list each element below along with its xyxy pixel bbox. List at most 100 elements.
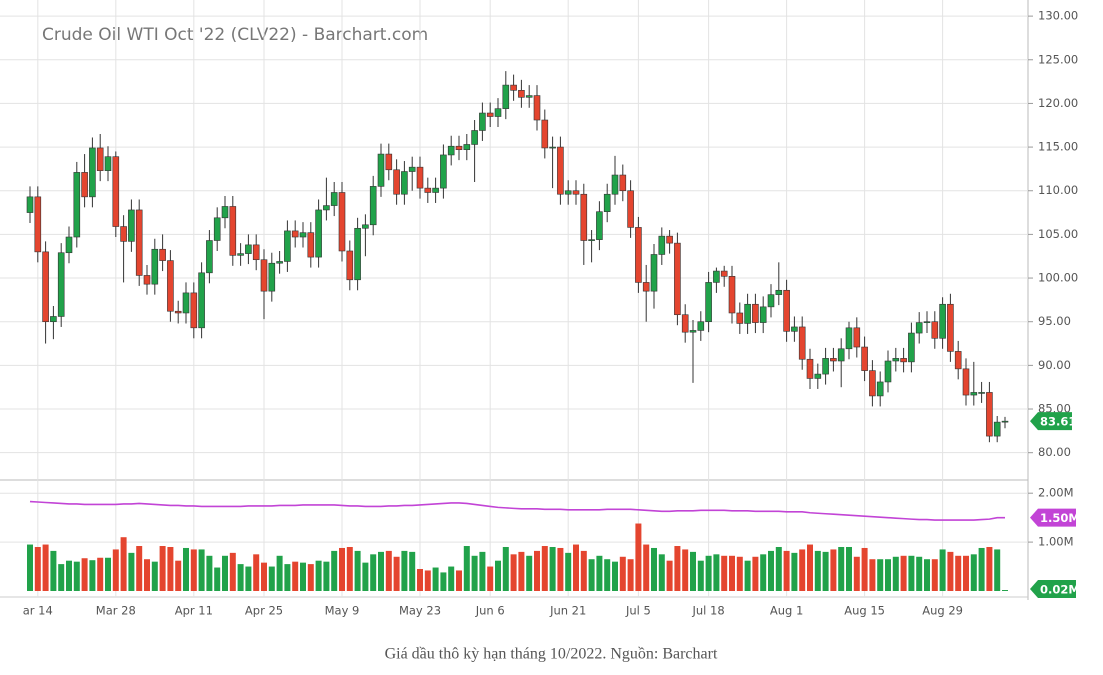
volume-bar [495,560,501,591]
candle-body [627,190,634,228]
volume-bar [612,561,618,591]
candle-body [596,211,603,240]
volume-bar [573,544,579,591]
ma-last-label: 1.50M [1040,511,1080,525]
candle-body [198,272,205,329]
candle-body [557,146,564,195]
volume-bar [729,555,735,591]
candle-body [775,289,783,295]
volume-bar [463,546,470,591]
volume-bar [198,549,205,591]
volume-bar [830,549,837,591]
candle-body [89,147,96,198]
candle-body [432,187,439,193]
x-tick-label: May 9 [325,604,360,618]
candle-body [767,294,775,308]
candle-body [96,147,104,171]
volume-last-label: 0.02M [1040,583,1080,597]
candle-body [393,169,400,195]
volume-bar [627,559,634,591]
candle-body [268,262,276,292]
candle-body [346,250,354,281]
x-tick-label: Mar 28 [96,604,136,618]
candle-body [369,186,377,226]
volume-bar [814,550,821,591]
volume-bar [791,552,798,591]
volume-bar [799,549,806,591]
volume-bar [307,564,314,591]
candle-body [182,292,190,314]
volume-bar [378,551,384,591]
volume-bar [580,550,587,591]
x-tick-label: Aug 29 [922,604,963,618]
volume-bar [658,554,665,591]
volume-bar [931,559,938,591]
volume-bar [760,554,767,591]
y-tick-label: 85.00 [1038,402,1071,416]
candle-body [611,174,619,195]
candle-body [876,381,884,397]
candle-body [689,330,697,333]
volume-bar [339,547,345,591]
volume-bar [448,566,455,591]
candle-body [892,358,900,362]
volume-bar [947,551,954,591]
candle-body [408,166,416,172]
candle-body [112,156,120,227]
volume-bar [315,560,322,591]
volume-bar [713,554,720,591]
y-tick-label: 130.00 [1038,9,1078,23]
candle-body [533,95,541,121]
candle-body [666,235,673,244]
volume-bar [432,567,439,591]
volume-bar [978,547,985,591]
volume-bar [97,557,104,591]
volume-bar [822,551,829,591]
volume-bar [916,556,923,591]
candle-body [541,119,549,149]
volume-bar [81,558,88,591]
candle-body [463,144,471,151]
volume-bar [783,550,790,591]
volume-bar [112,549,119,591]
volume-bar [27,544,33,591]
candle-body [135,209,143,276]
candle-body [564,190,572,195]
candle-body [853,327,861,348]
candle-body [861,346,868,371]
candle-body [588,239,595,241]
last-price-label: 83.61 [1040,415,1076,429]
volume-bar [237,564,244,591]
candle-body [299,232,307,238]
candle-body [869,370,876,397]
volume-bar [175,560,182,591]
candle-body [931,321,939,339]
candle-body [923,321,931,324]
candle-body [338,192,346,252]
candle-body [759,306,767,323]
candle-body [416,166,424,189]
volume-bar [775,546,782,591]
moving-average-line [29,500,1005,521]
x-tick-label: Aug 15 [844,604,885,618]
x-tick-label: Apr 25 [245,604,283,618]
y-tick-label: 105.00 [1038,227,1078,241]
candle-body [151,248,159,285]
volume-bar [58,564,65,591]
x-tick-label: Apr 11 [175,604,213,618]
volume-bar [120,537,127,591]
volume-bar [643,544,650,591]
candle-body [221,206,229,219]
candle-body [128,209,135,242]
x-tick-label: Jul 18 [692,604,725,618]
volume-bar [73,561,80,591]
candle-body [572,190,580,195]
volume-bar [651,547,657,591]
candle-body [190,292,198,329]
volume-bar [908,555,915,591]
volume-bar [50,550,57,591]
volume-bar [487,566,494,591]
candle-body [814,373,822,379]
candle-body [939,303,946,339]
